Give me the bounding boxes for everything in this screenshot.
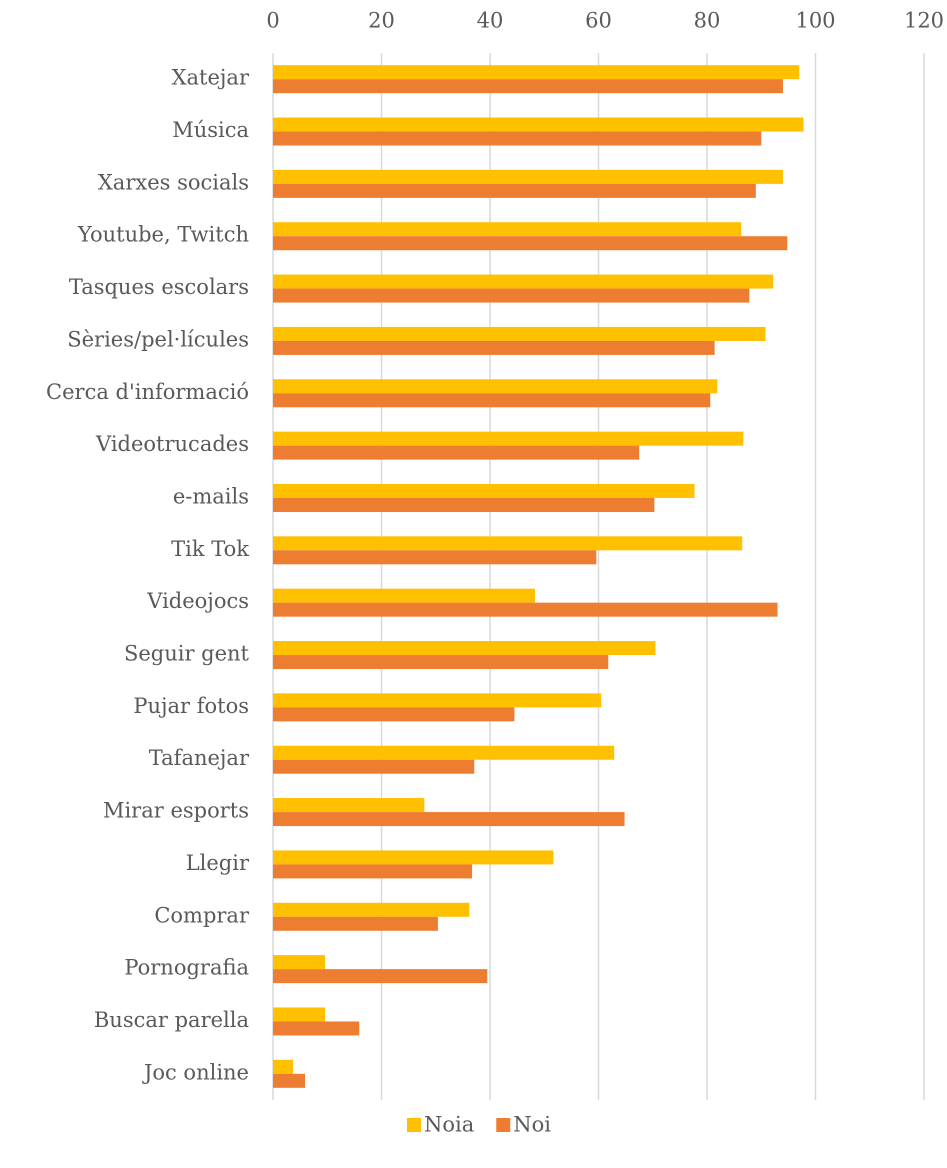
y-tick-label: Seguir gent <box>124 642 250 666</box>
bar <box>273 902 470 917</box>
bar <box>273 379 718 394</box>
bar <box>273 641 656 656</box>
bar <box>273 655 609 670</box>
bar <box>273 588 536 603</box>
bar <box>273 536 743 551</box>
y-tick-label: Tasques escolars <box>69 275 249 299</box>
bar <box>273 274 774 289</box>
bar <box>273 812 625 827</box>
bar <box>273 222 742 237</box>
bar <box>273 798 425 813</box>
y-tick-label: Videotrucades <box>95 432 249 456</box>
y-tick-label: Llegir <box>186 851 250 875</box>
bar <box>273 916 438 931</box>
bar <box>273 1073 306 1088</box>
bar <box>273 850 554 865</box>
y-tick-label: Videojocs <box>146 589 249 613</box>
y-tick-label: Xarxes socials <box>98 170 249 194</box>
bar <box>273 393 711 408</box>
bar <box>273 707 515 722</box>
bar <box>273 117 804 132</box>
bar <box>273 1059 294 1074</box>
bar <box>273 431 744 446</box>
bar <box>273 1007 326 1022</box>
x-tick-label: 0 <box>266 9 279 33</box>
bar <box>273 864 473 879</box>
y-tick-label: e-mails <box>173 484 249 508</box>
x-tick-label: 60 <box>585 9 612 33</box>
y-tick-label: Tik Tok <box>171 537 249 561</box>
y-tick-label: Buscar parella <box>94 1008 249 1032</box>
legend-label: Noia <box>424 1113 474 1137</box>
y-tick-label: Comprar <box>154 903 250 927</box>
x-tick-label: 20 <box>368 9 395 33</box>
bar <box>273 340 715 355</box>
bar <box>273 131 762 146</box>
x-tick-label: 100 <box>795 9 835 33</box>
bar <box>273 1021 360 1036</box>
x-tick-label: 120 <box>904 9 944 33</box>
bar <box>273 955 326 970</box>
y-tick-label: Cerca d'informació <box>46 380 249 404</box>
y-tick-label: Tafanejar <box>149 746 250 770</box>
y-tick-label: Música <box>172 118 249 142</box>
y-tick-label: Sèries/pel·lícules <box>67 327 249 351</box>
legend-swatch <box>407 1118 421 1132</box>
x-tick-label: 40 <box>477 9 504 33</box>
bar <box>273 183 756 198</box>
y-tick-label: Joc online <box>142 1060 249 1084</box>
y-tick-label: Pornografia <box>124 956 249 980</box>
bar <box>273 288 750 303</box>
bar <box>273 169 783 184</box>
legend-swatch <box>496 1118 511 1132</box>
legend-label: Noi <box>513 1113 551 1137</box>
bar <box>273 759 475 774</box>
bar <box>273 79 783 94</box>
y-tick-label: Pujar fotos <box>133 694 249 718</box>
bar <box>273 550 597 565</box>
bar <box>273 602 778 617</box>
x-tick-label: 80 <box>694 9 721 33</box>
y-tick-label: Xatejar <box>172 66 250 90</box>
bar <box>273 745 615 760</box>
bar <box>273 693 602 708</box>
bar <box>273 445 640 460</box>
bar <box>273 236 788 251</box>
bar <box>273 497 655 512</box>
bar <box>273 326 766 341</box>
bar <box>273 483 695 498</box>
bar <box>273 65 800 80</box>
bar <box>273 969 488 984</box>
y-tick-label: Youtube, Twitch <box>77 223 249 247</box>
y-tick-label: Mirar esports <box>103 799 249 823</box>
